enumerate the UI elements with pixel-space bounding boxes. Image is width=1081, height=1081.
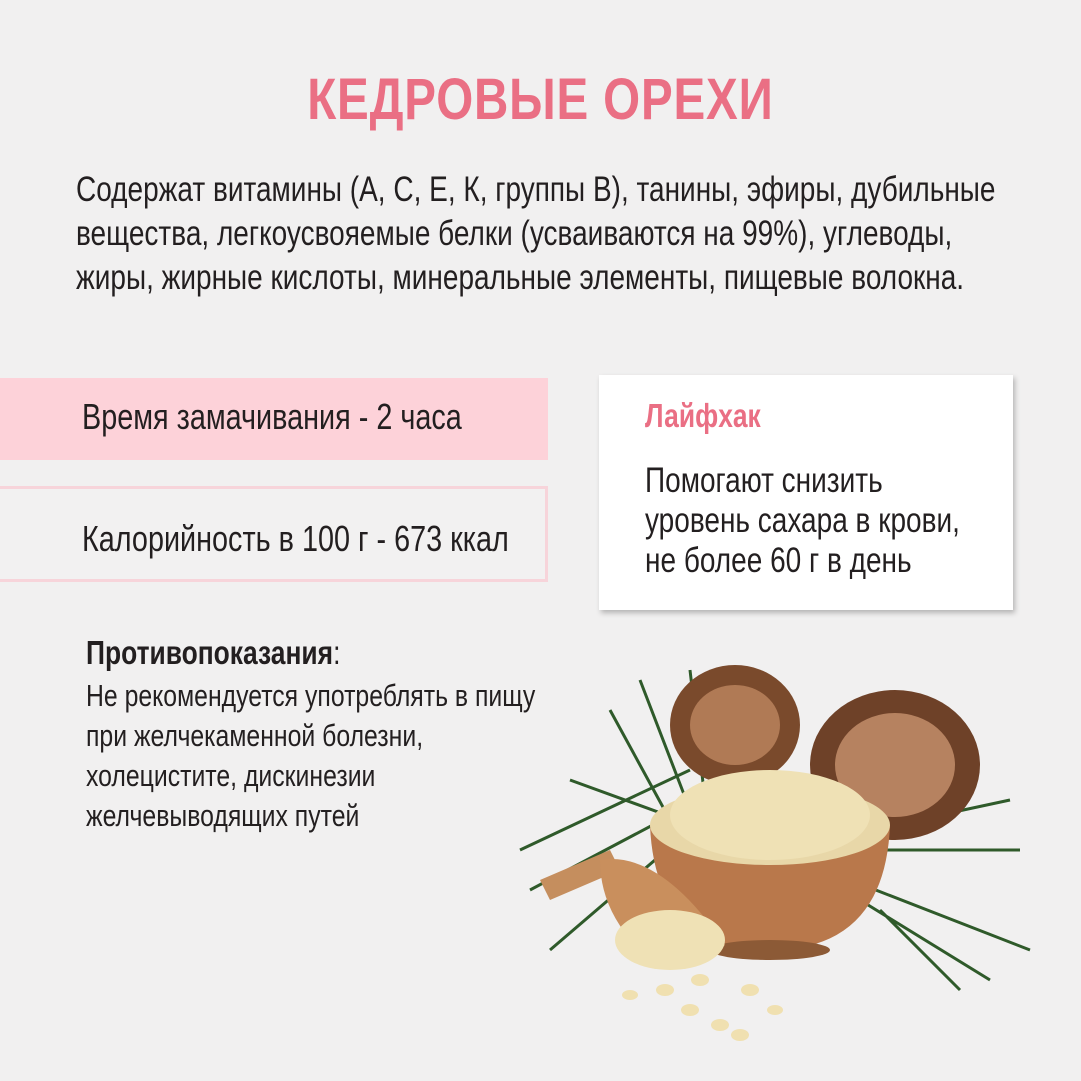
contraindication-line: желчевыводящих путей — [86, 798, 360, 833]
soak-time-text: Время замачивания - 2 часа — [82, 396, 462, 437]
contraindication-line: при желчекаменной болезни, — [86, 718, 424, 753]
page-title: КЕДРОВЫЕ ОРЕХИ — [307, 67, 774, 132]
pine-cone-icon — [670, 665, 980, 840]
lifehack-card: Лайфхак Помогают снизить уровень сахара … — [599, 375, 1013, 610]
calories-text: Калорийность в 100 г - 673 ккал — [82, 518, 509, 559]
contraindications: Противопоказания: Не рекомендуется употр… — [86, 634, 648, 836]
intro-line: вещества, легкоусвояемые белки (усваиваю… — [76, 214, 953, 253]
lifehack-line: не более 60 г в день — [645, 541, 912, 580]
wooden-bowl-icon — [650, 770, 890, 960]
wooden-scoop-icon — [540, 850, 725, 970]
pine-nuts-photo — [519, 665, 1031, 1041]
lifehack-line: Помогают снизить — [645, 461, 883, 500]
lifehack-line: уровень сахара в крови, — [645, 501, 960, 540]
contraindication-line: Не рекомендуется употреблять в пищу — [86, 678, 536, 713]
intro-text: Содержат витамины (А, С, Е, К, группы В)… — [76, 168, 1081, 300]
contraindications-title: Противопоказания — [86, 634, 334, 671]
contraindications-colon: : — [333, 634, 341, 671]
calories-banner: Калорийность в 100 г - 673 ккал — [0, 486, 548, 582]
intro-line: Содержат витамины (А, С, Е, К, группы В)… — [76, 170, 996, 209]
scattered-nuts-icon — [622, 974, 783, 1041]
soak-time-banner: Время замачивания - 2 часа — [0, 378, 548, 460]
lifehack-title: Лайфхак — [645, 397, 761, 434]
intro-line: жиры, жирные кислоты, минеральные элемен… — [76, 258, 965, 297]
pine-needles-icon — [519, 669, 1031, 992]
contraindication-line: холецистите, дискинезии — [86, 758, 376, 793]
